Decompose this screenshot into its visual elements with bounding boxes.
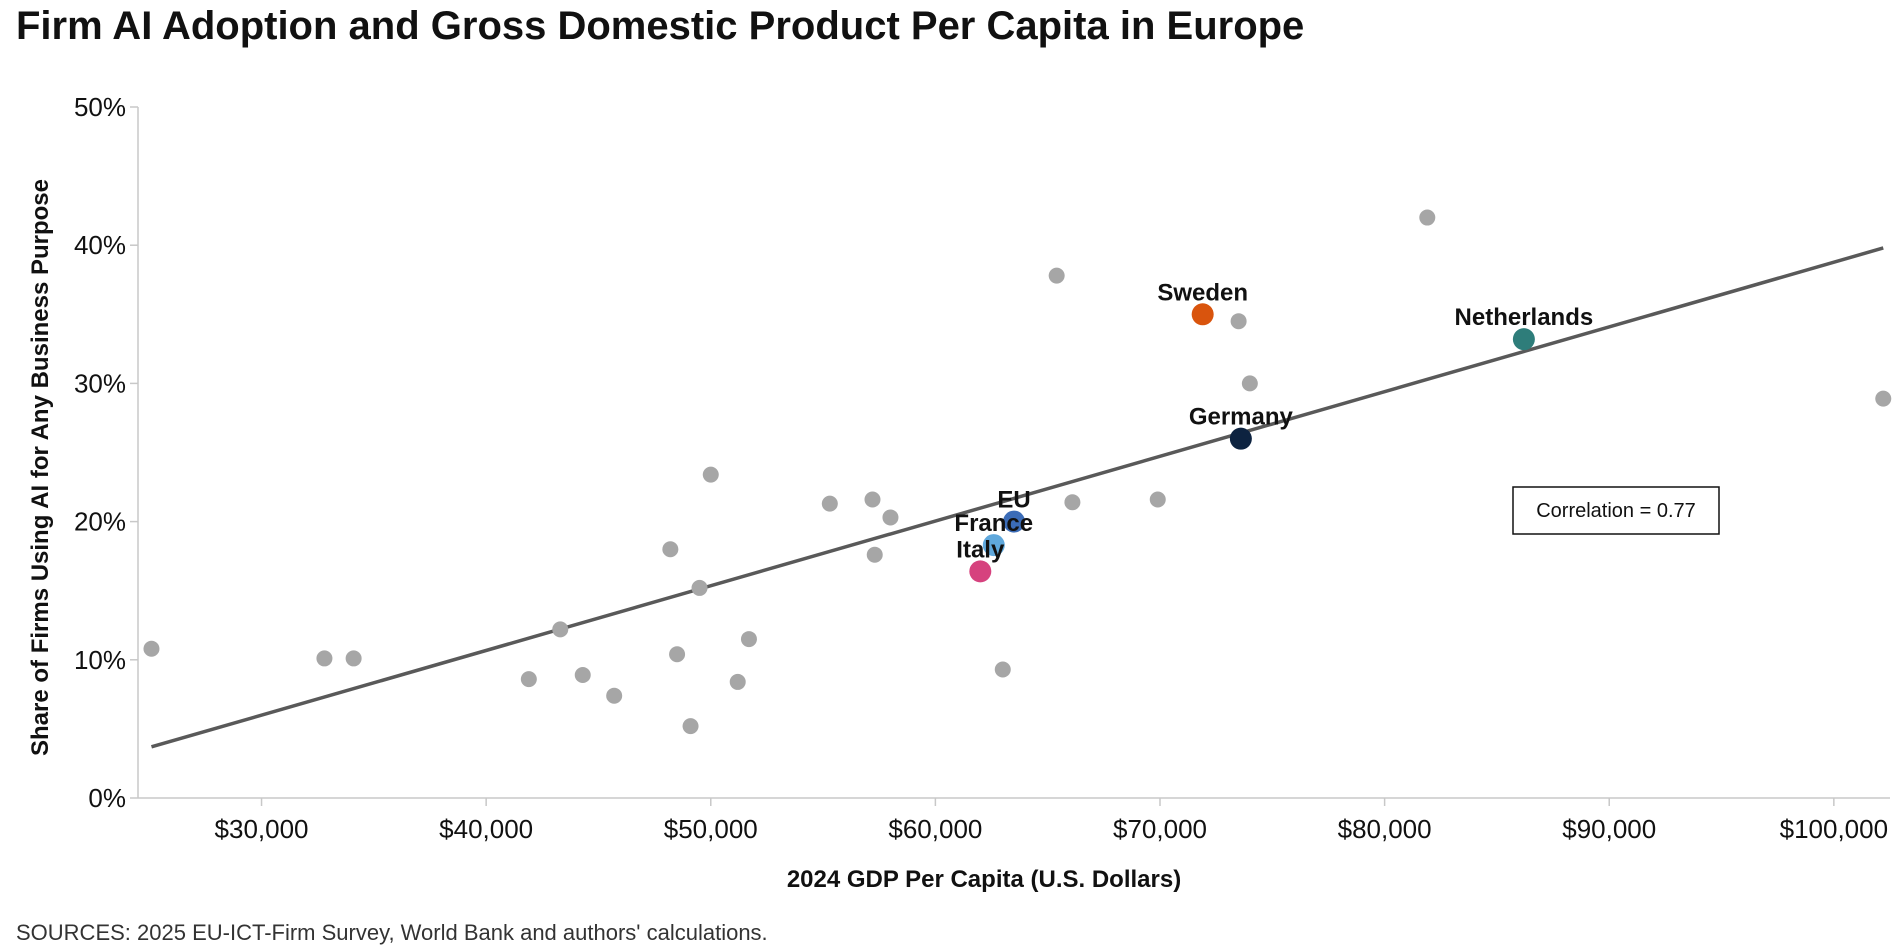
data-point — [821, 495, 838, 512]
highlighted-points-layer — [969, 303, 1535, 583]
label-eu: EU — [997, 487, 1030, 514]
trendline-layer — [150, 246, 1884, 749]
correlation-box — [1512, 486, 1720, 535]
y-axis-ticks: 0% 10% 20% 30% 40% 50% — [74, 92, 138, 813]
chart-title: Firm AI Adoption and Gross Domestic Prod… — [16, 4, 1305, 48]
data-point — [1064, 494, 1081, 511]
y-axis-title: Share of Firms Using AI for Any Business… — [27, 179, 54, 756]
data-point — [662, 541, 679, 558]
x-tick-label: $100,000 — [1780, 814, 1888, 844]
y-tick-label: 10% — [74, 645, 126, 675]
point-sweden — [1191, 303, 1214, 326]
data-point — [1230, 313, 1247, 330]
x-tick-label: $50,000 — [664, 814, 758, 844]
correlation-annotation: Correlation = 0.77 — [1512, 486, 1720, 535]
data-point — [866, 546, 883, 563]
scatter-chart: $30,000 $40,000 $50,000 $60,000 $70,000 $80,0… — [27, 92, 1892, 893]
data-point — [1048, 267, 1065, 284]
data-point — [345, 650, 362, 667]
data-point — [864, 491, 881, 508]
data-point — [1149, 491, 1166, 508]
point-italy — [969, 560, 992, 583]
y-tick-label: 0% — [88, 783, 126, 813]
y-tick-label: 40% — [74, 230, 126, 260]
x-tick-label: $40,000 — [439, 814, 533, 844]
data-point — [316, 650, 333, 667]
point-eu — [1003, 510, 1025, 533]
data-point — [682, 718, 699, 735]
data-point — [520, 671, 537, 688]
x-tick-label: $70,000 — [1113, 814, 1207, 844]
source-note: SOURCES: 2025 EU-ICT-Firm Survey, World … — [16, 920, 768, 945]
label-netherlands: Netherlands — [1455, 304, 1594, 331]
x-axis-ticks: $30,000 $40,000 $50,000 $60,000 $70,000 $80,0… — [215, 798, 1888, 844]
data-point — [606, 687, 623, 704]
data-point — [552, 621, 569, 638]
data-point — [669, 646, 686, 663]
label-france: France — [954, 510, 1033, 537]
x-tick-label: $60,000 — [888, 814, 982, 844]
data-point — [702, 466, 719, 483]
data-point — [574, 667, 591, 684]
x-tick-label: $30,000 — [215, 814, 309, 844]
data-point — [729, 673, 746, 690]
y-tick-label: 30% — [74, 368, 126, 398]
point-germany — [1229, 427, 1252, 450]
points-layer — [143, 209, 1892, 735]
data-point — [691, 579, 708, 596]
data-point — [1241, 375, 1258, 392]
data-point — [1875, 390, 1892, 407]
data-point — [143, 640, 160, 657]
label-germany: Germany — [1189, 404, 1294, 431]
data-point — [882, 509, 899, 526]
label-sweden: Sweden — [1157, 279, 1248, 306]
x-tick-label: $80,000 — [1338, 814, 1432, 844]
data-point — [1419, 209, 1436, 226]
point-france — [982, 534, 1005, 557]
axes — [137, 107, 1890, 799]
y-tick-label: 20% — [74, 507, 126, 537]
trendline — [150, 246, 1884, 749]
data-point — [994, 661, 1011, 678]
y-tick-label: 50% — [74, 92, 126, 122]
label-italy: Italy — [956, 536, 1005, 563]
point-netherlands — [1512, 328, 1535, 351]
x-tick-label: $90,000 — [1562, 814, 1656, 844]
x-axis-title: 2024 GDP Per Capita (U.S. Dollars) — [787, 866, 1181, 893]
data-point — [740, 631, 757, 648]
correlation-text: Correlation = 0.77 — [1536, 500, 1696, 522]
